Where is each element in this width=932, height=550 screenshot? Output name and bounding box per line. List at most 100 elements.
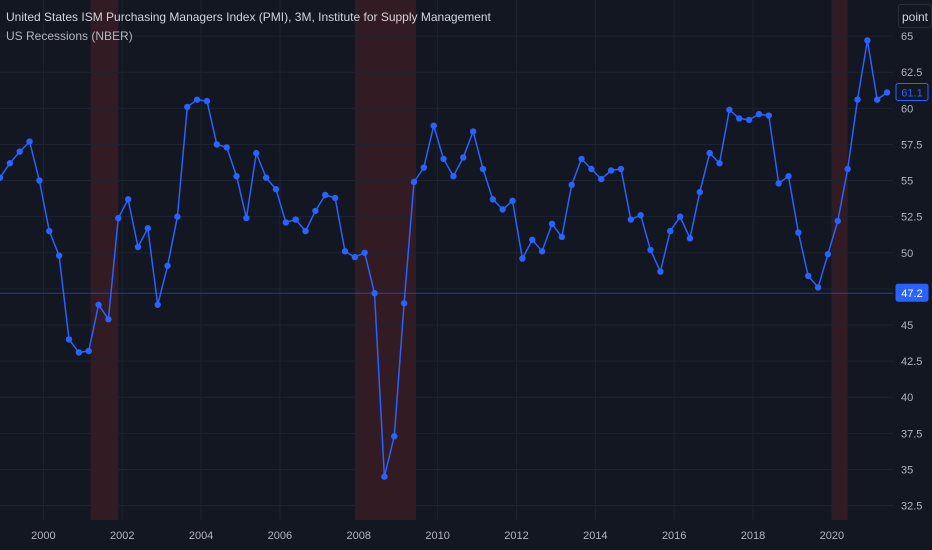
data-point xyxy=(262,174,270,181)
data-point xyxy=(184,103,191,111)
data-point xyxy=(154,301,161,308)
data-point xyxy=(637,212,644,219)
data-point xyxy=(736,115,743,122)
data-point xyxy=(450,173,457,180)
x-tick-label: 2002 xyxy=(110,530,134,542)
data-point xyxy=(775,180,782,187)
data-point xyxy=(213,141,221,148)
data-point xyxy=(558,233,566,241)
data-point xyxy=(706,149,713,157)
data-point xyxy=(686,235,694,242)
data-point xyxy=(391,433,398,440)
x-tick-label: 2008 xyxy=(347,530,371,542)
value-badge-label: 61.1 xyxy=(901,87,922,99)
data-point xyxy=(312,207,319,215)
data-point xyxy=(233,173,240,180)
y-tick-label: 57.5 xyxy=(901,139,922,151)
data-point xyxy=(844,165,851,173)
data-point xyxy=(243,214,250,222)
data-point xyxy=(509,197,516,204)
data-point xyxy=(460,154,467,161)
data-point xyxy=(174,213,181,220)
data-point xyxy=(36,177,43,184)
data-point xyxy=(548,220,556,228)
data-point xyxy=(745,116,753,124)
y-tick-label: 42.5 xyxy=(901,356,922,368)
data-point xyxy=(55,252,63,259)
data-point xyxy=(647,246,654,254)
x-tick-label: 2004 xyxy=(189,530,213,542)
scale-mode-button[interactable]: point xyxy=(898,4,932,28)
data-point xyxy=(657,268,664,275)
data-point xyxy=(627,216,635,223)
chart-header: United States ISM Purchasing Managers In… xyxy=(6,9,491,44)
data-point xyxy=(568,181,575,189)
y-tick-label: 40 xyxy=(901,392,913,404)
data-point xyxy=(716,160,723,167)
recession-legend[interactable]: US Recessions (NBER) xyxy=(6,29,133,43)
data-point xyxy=(469,128,477,135)
data-point xyxy=(598,175,605,183)
series-line xyxy=(0,39,888,478)
data-point xyxy=(282,219,290,226)
data-point xyxy=(272,186,280,193)
data-point xyxy=(795,229,802,236)
data-point xyxy=(223,144,230,151)
data-point xyxy=(46,227,53,235)
data-point xyxy=(864,37,871,44)
data-point xyxy=(0,174,4,181)
data-point xyxy=(371,290,378,297)
data-point xyxy=(351,253,359,261)
data-point xyxy=(529,236,536,243)
recession-band-1 xyxy=(354,0,416,520)
y-tick-label: 50 xyxy=(901,248,913,260)
data-point xyxy=(75,349,83,356)
data-point xyxy=(726,106,733,113)
data-point xyxy=(883,89,891,96)
y-tick-label: 62.5 xyxy=(901,67,922,79)
data-point xyxy=(588,165,595,173)
data-point xyxy=(134,243,142,251)
data-point xyxy=(322,191,329,199)
data-point xyxy=(115,214,122,222)
data-point xyxy=(203,97,211,105)
data-point xyxy=(489,196,497,203)
data-point xyxy=(124,196,132,203)
data-point xyxy=(144,225,152,232)
data-point xyxy=(361,249,368,256)
data-point xyxy=(617,165,625,173)
y-tick-label: 60 xyxy=(901,103,913,115)
data-point xyxy=(302,227,309,235)
y-tick-label: 45 xyxy=(901,320,913,332)
data-point xyxy=(381,473,388,480)
data-point xyxy=(292,216,299,223)
data-point xyxy=(667,227,674,235)
data-point xyxy=(499,206,506,213)
y-tick-label: 37.5 xyxy=(901,428,922,440)
data-point xyxy=(519,255,526,262)
data-point xyxy=(824,251,832,258)
data-point xyxy=(400,300,408,307)
data-point xyxy=(410,178,418,186)
data-point xyxy=(105,316,112,323)
recession-band-2 xyxy=(831,0,848,520)
data-point xyxy=(331,194,339,202)
data-point xyxy=(26,138,33,145)
data-point xyxy=(16,148,23,155)
data-point xyxy=(755,110,763,118)
data-point xyxy=(430,122,437,129)
data-point xyxy=(420,164,428,171)
x-tick-label: 2000 xyxy=(31,530,55,542)
data-point xyxy=(440,155,447,163)
data-point xyxy=(253,149,260,157)
x-tick-label: 2010 xyxy=(425,530,449,542)
chart-title: United States ISM Purchasing Managers In… xyxy=(6,10,491,24)
data-point xyxy=(95,301,102,308)
data-point xyxy=(874,96,881,103)
y-tick-label: 52.5 xyxy=(901,212,922,224)
value-badge xyxy=(895,82,929,101)
data-point xyxy=(578,155,585,163)
data-point xyxy=(854,96,861,103)
data-point xyxy=(765,112,773,119)
